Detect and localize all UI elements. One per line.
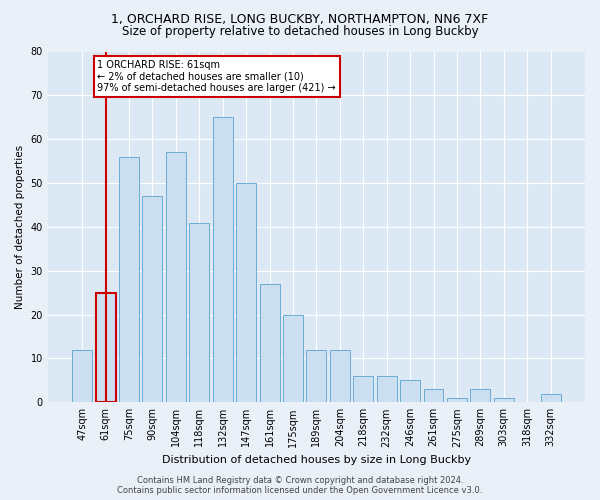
Bar <box>283 314 303 402</box>
Bar <box>95 292 116 403</box>
Bar <box>166 152 186 402</box>
Bar <box>142 196 163 402</box>
Bar <box>72 350 92 403</box>
Bar <box>447 398 467 402</box>
Bar <box>213 118 233 403</box>
Bar <box>541 394 560 402</box>
Bar <box>260 284 280 403</box>
Bar <box>494 398 514 402</box>
X-axis label: Distribution of detached houses by size in Long Buckby: Distribution of detached houses by size … <box>162 455 471 465</box>
Text: 1 ORCHARD RISE: 61sqm
← 2% of detached houses are smaller (10)
97% of semi-detac: 1 ORCHARD RISE: 61sqm ← 2% of detached h… <box>97 60 336 94</box>
Text: 1, ORCHARD RISE, LONG BUCKBY, NORTHAMPTON, NN6 7XF: 1, ORCHARD RISE, LONG BUCKBY, NORTHAMPTO… <box>112 12 488 26</box>
Bar <box>470 389 490 402</box>
Bar <box>424 389 443 402</box>
Y-axis label: Number of detached properties: Number of detached properties <box>15 145 25 309</box>
Bar <box>353 376 373 402</box>
Bar <box>190 222 209 402</box>
Bar <box>119 156 139 402</box>
Bar <box>307 350 326 403</box>
Text: Contains HM Land Registry data © Crown copyright and database right 2024.
Contai: Contains HM Land Registry data © Crown c… <box>118 476 482 495</box>
Bar <box>236 183 256 402</box>
Bar <box>377 376 397 402</box>
Text: Size of property relative to detached houses in Long Buckby: Size of property relative to detached ho… <box>122 25 478 38</box>
Bar <box>330 350 350 403</box>
Bar <box>400 380 420 402</box>
